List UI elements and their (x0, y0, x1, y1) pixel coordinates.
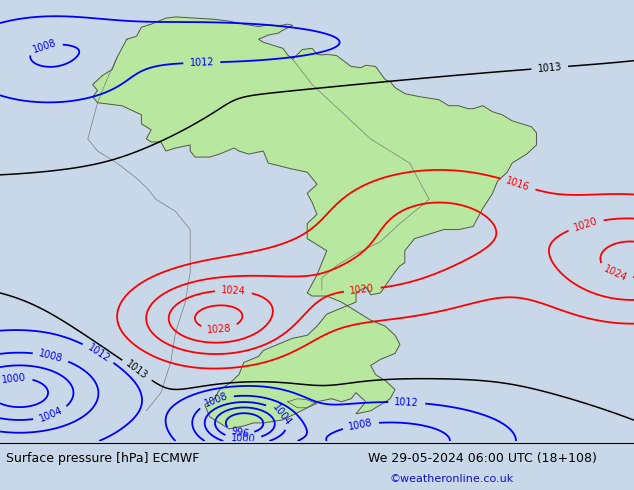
Text: 1028: 1028 (207, 323, 232, 335)
Text: We 29-05-2024 06:00 UTC (18+108): We 29-05-2024 06:00 UTC (18+108) (368, 452, 597, 465)
Text: 1008: 1008 (203, 391, 230, 409)
Text: 1013: 1013 (124, 359, 150, 382)
Text: 1008: 1008 (31, 37, 58, 55)
Text: 1024: 1024 (602, 264, 628, 284)
Text: 1008: 1008 (38, 348, 64, 364)
Text: 1020: 1020 (573, 216, 599, 233)
Text: 1013: 1013 (537, 62, 562, 74)
Text: 1004: 1004 (270, 402, 293, 427)
Text: 1012: 1012 (394, 397, 419, 408)
Text: 1000: 1000 (2, 372, 27, 385)
Text: 996: 996 (230, 426, 250, 439)
Polygon shape (275, 25, 288, 26)
Text: 1004: 1004 (37, 406, 64, 424)
Text: Surface pressure [hPa] ECMWF: Surface pressure [hPa] ECMWF (6, 452, 200, 465)
Polygon shape (93, 17, 536, 429)
Text: 1020: 1020 (349, 283, 375, 296)
Polygon shape (288, 399, 317, 408)
Text: 1024: 1024 (221, 285, 246, 296)
Text: 1016: 1016 (505, 175, 531, 193)
Text: 1012: 1012 (190, 57, 214, 68)
Text: 1008: 1008 (347, 417, 373, 432)
Text: 1000: 1000 (231, 433, 256, 444)
Text: 1012: 1012 (86, 342, 112, 364)
Text: ©weatheronline.co.uk: ©weatheronline.co.uk (390, 474, 514, 484)
